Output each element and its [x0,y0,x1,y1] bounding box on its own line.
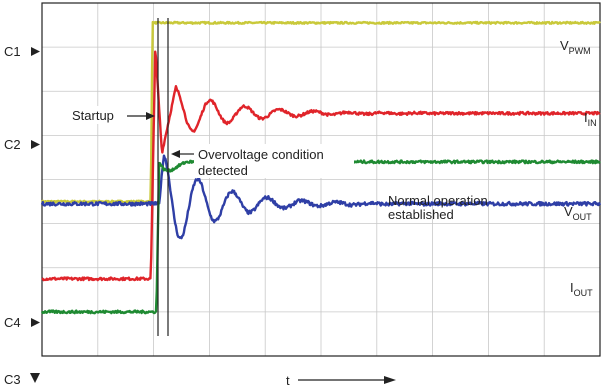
channel-label-c3: C3 [4,372,21,387]
label-iout: IOUT [570,280,593,298]
c2-arrow-icon [31,140,40,149]
trace-vout [40,154,602,240]
channel-marker-c1: C1 [4,44,40,59]
channel-label-c4: C4 [4,315,21,330]
channel-label-c1: C1 [4,44,21,59]
overvoltage-label-bg [194,144,354,178]
channel-marker-c4: C4 [4,315,40,330]
overvoltage-annotation-line2: detected [198,163,248,178]
label-vpwm: VPWM [560,38,591,56]
plot-frame [41,2,601,357]
normal-operation-annotation-line1: Normal operation [388,193,488,208]
label-vout: VOUT [564,204,592,222]
overvoltage-annotation-line1: Overvoltage condition [198,147,324,162]
c3-down-arrow-icon [30,373,40,383]
trace-vpwm [40,20,601,204]
c1-arrow-icon [31,47,40,56]
channel-label-c2: C2 [4,137,21,152]
time-axis-label: t [286,373,290,388]
time-arrow-icon [298,376,396,384]
trace-iin [41,50,601,282]
channel-marker-c3: C3 [4,372,40,387]
label-iin: IIN [584,110,597,128]
normal-operation-annotation-line2: established [388,207,454,222]
startup-annotation: Startup [72,108,114,123]
c4-arrow-icon [31,318,40,327]
startup-label-bg [68,106,124,124]
startup-arrow-icon [127,112,155,120]
plot-grid [42,3,600,356]
overvoltage-arrow-icon [171,150,194,158]
channel-marker-c2: C2 [4,137,40,152]
